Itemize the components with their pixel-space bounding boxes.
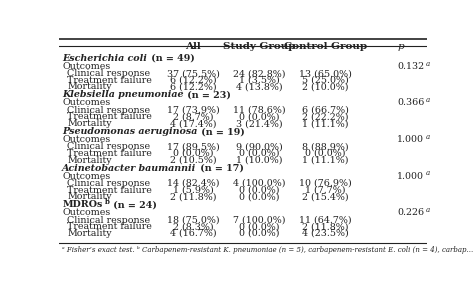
Text: 6 (12.2%): 6 (12.2%) bbox=[170, 82, 217, 92]
Text: 4 (16.7%): 4 (16.7%) bbox=[170, 229, 217, 238]
Text: 6 (66.7%): 6 (66.7%) bbox=[302, 106, 349, 115]
Text: Mortality: Mortality bbox=[67, 82, 112, 92]
Text: 1 (7.7%): 1 (7.7%) bbox=[305, 185, 346, 195]
Text: Study Group: Study Group bbox=[223, 42, 296, 51]
Text: (n = 17): (n = 17) bbox=[197, 164, 244, 173]
Text: Outcomes: Outcomes bbox=[62, 172, 110, 181]
Text: 8 (88.9%): 8 (88.9%) bbox=[302, 142, 349, 151]
Text: 1.000: 1.000 bbox=[397, 135, 424, 144]
Text: 2 (8.3%): 2 (8.3%) bbox=[173, 222, 214, 231]
Text: 3 (21.4%): 3 (21.4%) bbox=[236, 119, 283, 128]
Text: 2 (8.7%): 2 (8.7%) bbox=[173, 112, 214, 122]
Text: 2 (10.5%): 2 (10.5%) bbox=[170, 156, 217, 165]
Text: 0.132: 0.132 bbox=[397, 62, 424, 71]
Text: 1 (11.1%): 1 (11.1%) bbox=[302, 119, 349, 128]
Text: 5 (25.0%): 5 (25.0%) bbox=[302, 76, 349, 85]
Text: Treatment failure: Treatment failure bbox=[67, 112, 152, 122]
Text: Mortality: Mortality bbox=[67, 229, 112, 238]
Text: 0 (0.0%): 0 (0.0%) bbox=[239, 112, 280, 122]
Text: 2 (22.2%): 2 (22.2%) bbox=[302, 112, 349, 122]
Text: 4 (100.0%): 4 (100.0%) bbox=[233, 179, 286, 188]
Text: Control Group: Control Group bbox=[284, 42, 367, 51]
Text: 18 (75.0%): 18 (75.0%) bbox=[167, 215, 219, 225]
Text: 0 (0.0%): 0 (0.0%) bbox=[239, 222, 280, 231]
Text: p: p bbox=[398, 42, 404, 51]
Text: a: a bbox=[425, 133, 429, 141]
Text: 6 (12.2%): 6 (12.2%) bbox=[170, 76, 217, 85]
Text: 4 (23.5%): 4 (23.5%) bbox=[302, 229, 349, 238]
Text: 0 (0.0%): 0 (0.0%) bbox=[239, 149, 280, 158]
Text: ᵃ Fisher’s exact test. ᵇ Carbapenem-resistant K. pneumoniae (n = 5), carbapenem-: ᵃ Fisher’s exact test. ᵇ Carbapenem-resi… bbox=[62, 246, 474, 254]
Text: Escherichia coli: Escherichia coli bbox=[62, 54, 147, 63]
Text: 9 (90.0%): 9 (90.0%) bbox=[236, 142, 283, 151]
Text: Clinical response: Clinical response bbox=[67, 179, 150, 188]
Text: Clinical response: Clinical response bbox=[67, 142, 150, 151]
Text: 24 (82.8%): 24 (82.8%) bbox=[233, 69, 286, 78]
Text: 0 (0.0%): 0 (0.0%) bbox=[239, 192, 280, 201]
Text: 37 (75.5%): 37 (75.5%) bbox=[167, 69, 220, 78]
Text: a: a bbox=[426, 206, 429, 214]
Text: Outcomes: Outcomes bbox=[62, 208, 110, 217]
Text: Mortality: Mortality bbox=[67, 119, 112, 128]
Text: Treatment failure: Treatment failure bbox=[67, 222, 152, 231]
Text: Treatment failure: Treatment failure bbox=[67, 185, 152, 195]
Text: 1 (5.9%): 1 (5.9%) bbox=[173, 185, 214, 195]
Text: 10 (76.9%): 10 (76.9%) bbox=[299, 179, 352, 188]
Text: (n = 49): (n = 49) bbox=[148, 54, 194, 63]
Text: 0.366: 0.366 bbox=[397, 98, 425, 107]
Text: 2 (11.8%): 2 (11.8%) bbox=[302, 222, 349, 231]
Text: a: a bbox=[425, 169, 429, 177]
Text: 14 (82.4%): 14 (82.4%) bbox=[167, 179, 219, 188]
Text: Mortality: Mortality bbox=[67, 192, 112, 201]
Text: MDROs: MDROs bbox=[62, 200, 102, 209]
Text: Acinetobacter baumannii: Acinetobacter baumannii bbox=[62, 164, 196, 173]
Text: 2 (11.8%): 2 (11.8%) bbox=[170, 192, 217, 201]
Text: a: a bbox=[426, 60, 429, 68]
Text: (n = 23): (n = 23) bbox=[184, 90, 231, 99]
Text: 1 (3.5%): 1 (3.5%) bbox=[239, 76, 280, 85]
Text: Outcomes: Outcomes bbox=[62, 135, 110, 144]
Text: 0 (0.0%): 0 (0.0%) bbox=[239, 229, 280, 238]
Text: 0.226: 0.226 bbox=[397, 208, 424, 217]
Text: Klebsiella pneumoniae: Klebsiella pneumoniae bbox=[62, 90, 184, 99]
Text: 0 (0.0%): 0 (0.0%) bbox=[173, 149, 214, 158]
Text: Outcomes: Outcomes bbox=[62, 98, 110, 107]
Text: 1 (10.0%): 1 (10.0%) bbox=[236, 156, 283, 165]
Text: Treatment failure: Treatment failure bbox=[67, 149, 152, 158]
Text: 7 (100.0%): 7 (100.0%) bbox=[233, 215, 286, 225]
Text: 11 (64.7%): 11 (64.7%) bbox=[299, 215, 352, 225]
Text: (n = 19): (n = 19) bbox=[198, 127, 245, 136]
Text: Clinical response: Clinical response bbox=[67, 215, 150, 225]
Text: 1 (11.1%): 1 (11.1%) bbox=[302, 156, 349, 165]
Text: 11 (78.6%): 11 (78.6%) bbox=[233, 106, 286, 115]
Text: Clinical response: Clinical response bbox=[67, 106, 150, 115]
Text: 17 (73.9%): 17 (73.9%) bbox=[167, 106, 220, 115]
Text: 13 (65.0%): 13 (65.0%) bbox=[299, 69, 352, 78]
Text: a: a bbox=[426, 96, 430, 104]
Text: 0 (0.0%): 0 (0.0%) bbox=[305, 149, 346, 158]
Text: 1.000: 1.000 bbox=[397, 172, 424, 181]
Text: b: b bbox=[104, 198, 109, 206]
Text: 4 (17.4%): 4 (17.4%) bbox=[170, 119, 217, 128]
Text: 0 (0.0%): 0 (0.0%) bbox=[239, 185, 280, 195]
Text: All: All bbox=[185, 42, 201, 51]
Text: Pseudomonas aeruginosa: Pseudomonas aeruginosa bbox=[62, 127, 198, 136]
Text: Clinical response: Clinical response bbox=[67, 69, 150, 78]
Text: 17 (89.5%): 17 (89.5%) bbox=[167, 142, 220, 151]
Text: 2 (15.4%): 2 (15.4%) bbox=[302, 192, 349, 201]
Text: 2 (10.0%): 2 (10.0%) bbox=[302, 82, 349, 92]
Text: 4 (13.8%): 4 (13.8%) bbox=[236, 82, 283, 92]
Text: Treatment failure: Treatment failure bbox=[67, 76, 152, 85]
Text: (n = 24): (n = 24) bbox=[110, 200, 157, 209]
Text: Outcomes: Outcomes bbox=[62, 62, 110, 71]
Text: Mortality: Mortality bbox=[67, 156, 112, 165]
